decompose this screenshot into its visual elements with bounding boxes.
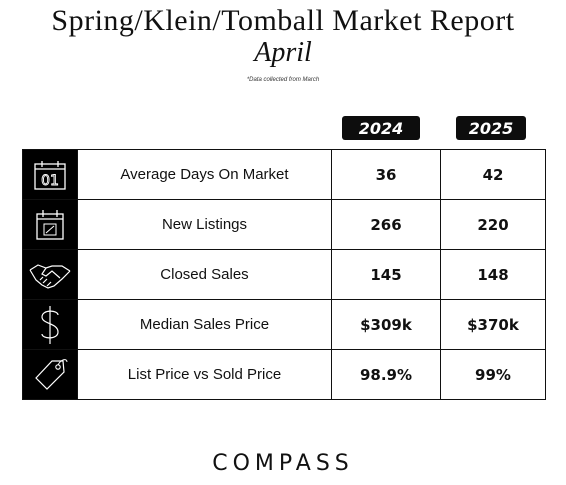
row-label: Median Sales Price	[77, 299, 332, 350]
icon-cell	[22, 299, 78, 350]
value-2024: 36	[331, 149, 441, 200]
row-label: Average Days On Market	[77, 149, 332, 200]
table-row: Median Sales Price $309k $370k	[22, 299, 546, 350]
row-label: Closed Sales	[77, 249, 332, 300]
handshake-icon	[23, 250, 77, 299]
price-tag-icon	[23, 350, 77, 399]
icon-cell: 01	[22, 149, 78, 200]
icon-cell	[22, 199, 78, 250]
table-row: New Listings 266 220	[22, 199, 546, 250]
value-2025: 99%	[440, 349, 546, 400]
value-2025: $370k	[440, 299, 546, 350]
value-2025: 220	[440, 199, 546, 250]
data-note: *Data collected from March	[246, 77, 320, 83]
calendar-01-icon: 01	[23, 150, 77, 199]
calendar-check-icon	[23, 200, 77, 249]
value-2025: 148	[440, 249, 546, 300]
report-title: Spring/Klein/Tomball Market Report	[51, 4, 515, 37]
calendar-icon-text: 01	[41, 173, 59, 189]
value-2025: 42	[440, 149, 546, 200]
report-subtitle: April	[254, 37, 312, 68]
icon-cell	[22, 349, 78, 400]
year-label-2024: 2024	[342, 116, 420, 140]
table-row: Closed Sales 145 148	[22, 249, 546, 300]
table-row: 01 Average Days On Market 36 42	[22, 149, 546, 200]
icon-cell	[22, 249, 78, 300]
row-label: New Listings	[77, 199, 332, 250]
market-report-table: 01 Average Days On Market 36 42 New List…	[22, 149, 546, 400]
value-2024: $309k	[331, 299, 441, 350]
year-label-2025: 2025	[456, 116, 526, 140]
row-label: List Price vs Sold Price	[77, 349, 332, 400]
dollar-icon	[23, 300, 77, 349]
value-2024: 266	[331, 199, 441, 250]
value-2024: 145	[331, 249, 441, 300]
table-row: List Price vs Sold Price 98.9% 99%	[22, 349, 546, 400]
compass-logo: COMPASS	[212, 451, 354, 476]
value-2024: 98.9%	[331, 349, 441, 400]
